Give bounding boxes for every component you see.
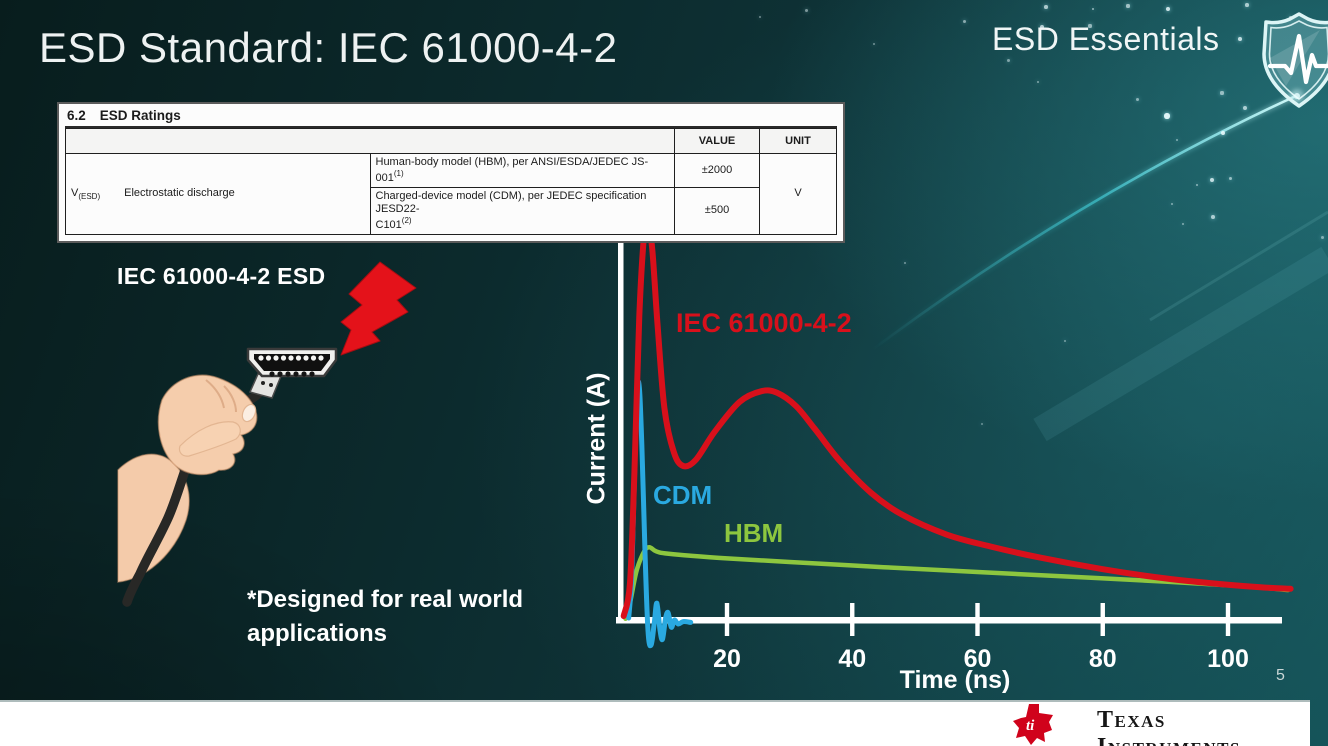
hbm-value: ±2000: [674, 153, 760, 188]
lightning-bolt-icon: [340, 261, 417, 356]
section-number: 6.2: [67, 108, 86, 123]
fist: [157, 374, 258, 476]
cdm-value: ±500: [674, 186, 760, 235]
hbm-curve-label: HBM: [724, 518, 784, 548]
ti-logo-icon: ti: [1013, 704, 1053, 745]
star-dot: [758, 15, 762, 19]
header-value: VALUE: [674, 128, 760, 154]
y-axis-title: Current (A): [582, 372, 611, 505]
page-number: 5: [1276, 667, 1285, 684]
star-dot: [1126, 4, 1130, 8]
footnote: *Designed for real world applications: [247, 586, 524, 648]
star-dot: [1040, 25, 1044, 29]
hdmi-pins: [258, 355, 324, 361]
svg-text:ti: ti: [1026, 718, 1035, 734]
heartbeat-pulse-icon: [1267, 33, 1328, 85]
section-title: ESD Ratings: [99, 108, 181, 123]
finger-creases: [205, 379, 237, 413]
star-dot: [1044, 5, 1048, 9]
footer-bar: ti Texas Instruments: [0, 700, 1310, 746]
page-title: ESD Standard: IEC 61000-4-2: [39, 24, 618, 71]
table-section-heading: 6.2 ESD Ratings: [65, 107, 837, 128]
symbol-cell: V(ESD) Electrostatic discharge: [65, 153, 371, 235]
thumb: [178, 421, 241, 457]
forearm: [117, 453, 190, 583]
star-dot: [1036, 80, 1040, 84]
symbol: V(ESD): [71, 186, 101, 201]
star-dot: [1245, 3, 1249, 7]
symbol-label: Electrostatic discharge: [124, 187, 235, 200]
iec-curve-label: IEC 61000-4-2: [676, 308, 852, 338]
header-unit: UNIT: [759, 128, 837, 154]
star-dot: [804, 8, 808, 12]
star-dot: [1088, 24, 1092, 28]
footer-brand: Texas Instruments: [1097, 707, 1239, 746]
star-dot: [1320, 235, 1324, 239]
illustration-caption: IEC 61000-4-2 ESD: [117, 263, 326, 289]
star-dot: [872, 42, 876, 46]
star-dot: [1165, 6, 1171, 12]
cdm-curve-label: CDM: [653, 480, 713, 510]
hbm-description: Human-body model (HBM), per ANSI/ESDA/JE…: [369, 153, 675, 188]
program-label: ESD Essentials: [992, 21, 1220, 57]
ratings-table: VALUE UNIT V(ESD) Electrostatic discharg…: [65, 128, 837, 235]
esd-shield-icon: [1262, 12, 1328, 108]
x-axis-title: Time (ns): [899, 666, 1011, 694]
ratings-table-card: 6.2 ESD Ratings VALUE UNIT V(ESD) Electr…: [57, 102, 845, 243]
table-row: Charged-device model (CDM), per JEDEC sp…: [66, 186, 837, 235]
star-dot: [962, 19, 966, 23]
fingernail: [241, 403, 257, 423]
star-dot: [1091, 7, 1095, 11]
star-dot: [1006, 58, 1010, 62]
unit-cell: V: [759, 153, 837, 235]
table-row: V(ESD) Electrostatic discharge Human-bod…: [65, 153, 837, 235]
header-empty-cell: [65, 128, 675, 154]
hdmi-teeth: [269, 371, 315, 377]
star-dot: [1238, 37, 1242, 41]
hand-hdmi-illustration: [117, 261, 417, 607]
cdm-description: Charged-device model (CDM), per JEDEC sp…: [369, 186, 675, 235]
